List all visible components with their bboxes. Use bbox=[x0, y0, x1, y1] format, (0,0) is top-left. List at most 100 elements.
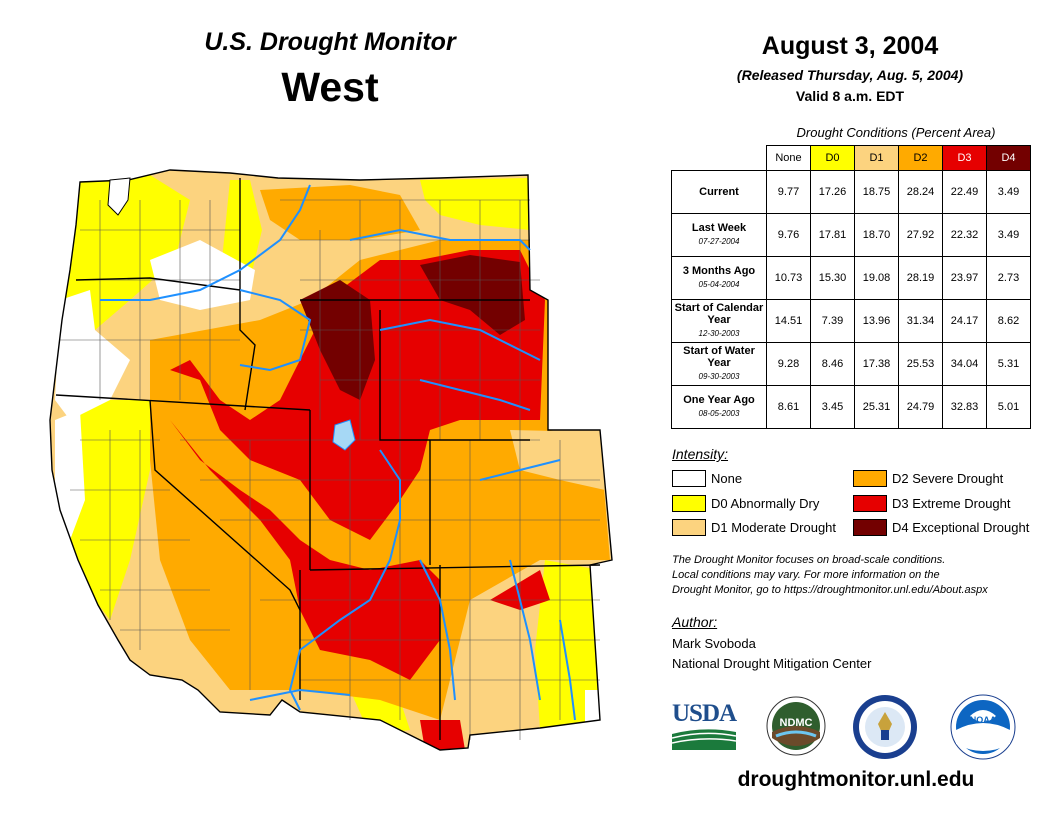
released-date: (Released Thursday, Aug. 5, 2004) bbox=[736, 67, 964, 83]
noaa-logo-text: NOAA bbox=[970, 715, 997, 725]
table-cell: 5.01 bbox=[986, 385, 1031, 429]
author-name: Mark Svoboda bbox=[672, 636, 756, 651]
great-salt-lake bbox=[332, 419, 356, 451]
drought-conditions-table: None D0 D1 D2 D3 D4 Current 9.77 17.26 1… bbox=[671, 145, 1031, 429]
row-label-text: Last Week bbox=[691, 222, 747, 234]
note-line: Drought Monitor, go to https://droughtmo… bbox=[672, 584, 988, 596]
table-cell: 22.49 bbox=[942, 170, 987, 214]
table-cell: 8.46 bbox=[810, 342, 855, 386]
row-label-text: Current bbox=[699, 186, 739, 198]
county-borders bbox=[60, 199, 600, 740]
drought-map bbox=[49, 169, 613, 751]
table-cell: 27.92 bbox=[898, 213, 943, 257]
table-cell: 5.31 bbox=[986, 342, 1031, 386]
table-cell: 3.49 bbox=[986, 213, 1031, 257]
ndmc-logo: NDMC bbox=[766, 696, 826, 756]
usda-logo-text: USDA bbox=[672, 700, 737, 727]
table-cell: 25.53 bbox=[898, 342, 943, 386]
d3-southwest bbox=[170, 420, 440, 680]
legend-item-d3: D3 Extreme Drought bbox=[853, 495, 1011, 512]
table-cell: 10.73 bbox=[766, 256, 811, 300]
row-label: Last Week 07-27-2004 bbox=[671, 213, 767, 257]
column-header-d0: D0 bbox=[810, 145, 855, 171]
table-cell: 18.75 bbox=[854, 170, 899, 214]
table-cell: 2.73 bbox=[986, 256, 1031, 300]
table-cell: 34.04 bbox=[942, 342, 987, 386]
table-row-3-months-ago: 3 Months Ago 05-04-2004 10.73 15.30 19.08… bbox=[671, 256, 1031, 300]
column-header-d4: D4 bbox=[986, 145, 1031, 171]
legend-label: None bbox=[711, 471, 743, 486]
author-label: Author: bbox=[672, 614, 718, 630]
legend-label: D4 Exceptional Drought bbox=[892, 520, 1030, 535]
column-header-d2: D2 bbox=[898, 145, 943, 171]
row-label: Current bbox=[671, 170, 767, 214]
table-row-last-week: Last Week 07-27-2004 9.76 17.81 18.70 27.… bbox=[671, 213, 1031, 257]
column-header-d1: D1 bbox=[854, 145, 899, 171]
legend-swatch bbox=[672, 470, 706, 487]
rivers bbox=[100, 184, 576, 721]
legend-item-none: None bbox=[672, 470, 742, 487]
table-cell: 8.61 bbox=[766, 385, 811, 429]
none-nm-corner bbox=[585, 690, 605, 730]
table-cell: 3.49 bbox=[986, 170, 1031, 214]
table-cell: 22.32 bbox=[942, 213, 987, 257]
doc-seal-logo bbox=[853, 695, 917, 759]
row-label-text: Start of Calendar Year bbox=[674, 302, 764, 326]
d0-pnw bbox=[60, 175, 190, 330]
row-label-text: Start of Water Year bbox=[683, 345, 755, 369]
drought-monitor-note: The Drought Monitor focuses on broad-sca… bbox=[672, 553, 1042, 598]
table-cell: 9.76 bbox=[766, 213, 811, 257]
author-organization: National Drought Mitigation Center bbox=[672, 656, 872, 671]
column-header-none: None bbox=[766, 145, 811, 171]
legend-swatch bbox=[672, 495, 706, 512]
state-borders bbox=[49, 169, 613, 751]
legend-swatch bbox=[853, 519, 887, 536]
table-cell: 19.08 bbox=[854, 256, 899, 300]
row-label: One Year Ago 08-05-2003 bbox=[671, 385, 767, 429]
d4-montana-se bbox=[420, 255, 525, 335]
legend-item-d1: D1 Moderate Drought bbox=[672, 519, 836, 536]
table-cell: 17.38 bbox=[854, 342, 899, 386]
table-cell: 31.34 bbox=[898, 299, 943, 343]
map-date: August 3, 2004 bbox=[761, 32, 939, 60]
row-label-text: One Year Ago bbox=[683, 394, 755, 406]
table-cell: 14.51 bbox=[766, 299, 811, 343]
table-header-row: None D0 D1 D2 D3 D4 bbox=[672, 145, 1031, 171]
table-cell: 7.39 bbox=[810, 299, 855, 343]
d3-nm-south bbox=[420, 720, 465, 750]
legend-swatch bbox=[672, 519, 706, 536]
d0-new-mexico-e bbox=[535, 560, 600, 730]
table-cell: 8.62 bbox=[986, 299, 1031, 343]
legend-label: D1 Moderate Drought bbox=[711, 520, 837, 535]
row-label: Start of Calendar Year 12-30-2003 bbox=[671, 299, 767, 343]
legend-item-d0: D0 Abnormally Dry bbox=[672, 495, 819, 512]
row-date: 12-30-2003 bbox=[698, 329, 740, 338]
row-date: 07-27-2004 bbox=[698, 237, 740, 246]
table-cell: 24.79 bbox=[898, 385, 943, 429]
none-washington-e bbox=[150, 240, 255, 310]
table-cell: 17.26 bbox=[810, 170, 855, 214]
column-header-d3: D3 bbox=[942, 145, 987, 171]
row-date: 05-04-2004 bbox=[698, 280, 740, 289]
legend-swatch bbox=[853, 470, 887, 487]
d0-montana-ne bbox=[420, 178, 530, 230]
row-label: 3 Months Ago 05-04-2004 bbox=[671, 256, 767, 300]
region-title: West bbox=[281, 64, 379, 110]
row-label: Start of Water Year 09-30-2003 bbox=[671, 342, 767, 386]
legend-swatch bbox=[853, 495, 887, 512]
table-cell: 23.97 bbox=[942, 256, 987, 300]
monitor-title: U.S. Drought Monitor bbox=[204, 28, 456, 56]
d4-wyoming-w bbox=[300, 280, 375, 400]
row-date: 08-05-2003 bbox=[698, 409, 740, 418]
row-date: 09-30-2003 bbox=[698, 372, 740, 381]
table-cell: 17.81 bbox=[810, 213, 855, 257]
table-cell: 25.31 bbox=[854, 385, 899, 429]
legend-title: Intensity: bbox=[672, 446, 729, 462]
website-link[interactable]: droughtmonitor.unl.edu bbox=[737, 768, 975, 791]
legend-label: D2 Severe Drought bbox=[892, 471, 1004, 486]
usda-logo-swoosh bbox=[671, 729, 737, 750]
table-row-start-of-calendar-year: Start of Calendar Year 12-30-2003 14.51 7… bbox=[671, 299, 1031, 343]
table-cell: 32.83 bbox=[942, 385, 987, 429]
valid-time: Valid 8 a.m. EDT bbox=[795, 88, 905, 104]
legend-item-d2: D2 Severe Drought bbox=[853, 470, 1003, 487]
